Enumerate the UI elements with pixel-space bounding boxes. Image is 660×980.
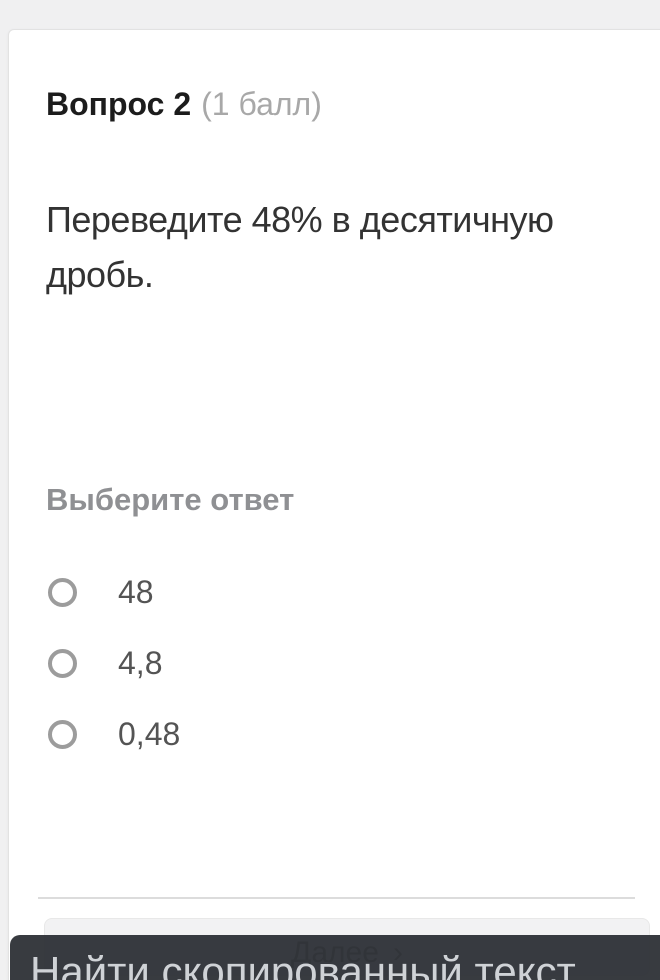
question-points: (1 балл) bbox=[201, 86, 322, 122]
answer-option-label: 4,8 bbox=[118, 645, 163, 681]
question-number: Вопрос 2 bbox=[46, 86, 192, 122]
divider bbox=[38, 897, 635, 899]
question-text: Переведите 48% в десятичную дробь. bbox=[46, 199, 554, 295]
find-copied-text-banner[interactable]: Найти скопированный текст bbox=[10, 935, 660, 980]
question-card bbox=[8, 29, 660, 980]
find-copied-text-label: Найти скопированный текст bbox=[30, 948, 576, 980]
answer-options: 48 4,8 0,48 bbox=[48, 574, 181, 790]
answer-option[interactable]: 0,48 bbox=[48, 716, 181, 752]
choose-answer-label: Выберите ответ bbox=[46, 482, 295, 517]
answer-option-label: 48 bbox=[118, 574, 154, 610]
answer-option[interactable]: 48 bbox=[48, 574, 180, 610]
question-header: Вопрос 2 (1 балл) bbox=[46, 86, 322, 122]
radio-icon[interactable] bbox=[48, 719, 77, 749]
radio-icon[interactable] bbox=[48, 577, 77, 607]
answer-option[interactable]: 4,8 bbox=[48, 645, 180, 681]
answer-option-label: 0,48 bbox=[118, 716, 181, 752]
radio-icon[interactable] bbox=[48, 648, 77, 678]
